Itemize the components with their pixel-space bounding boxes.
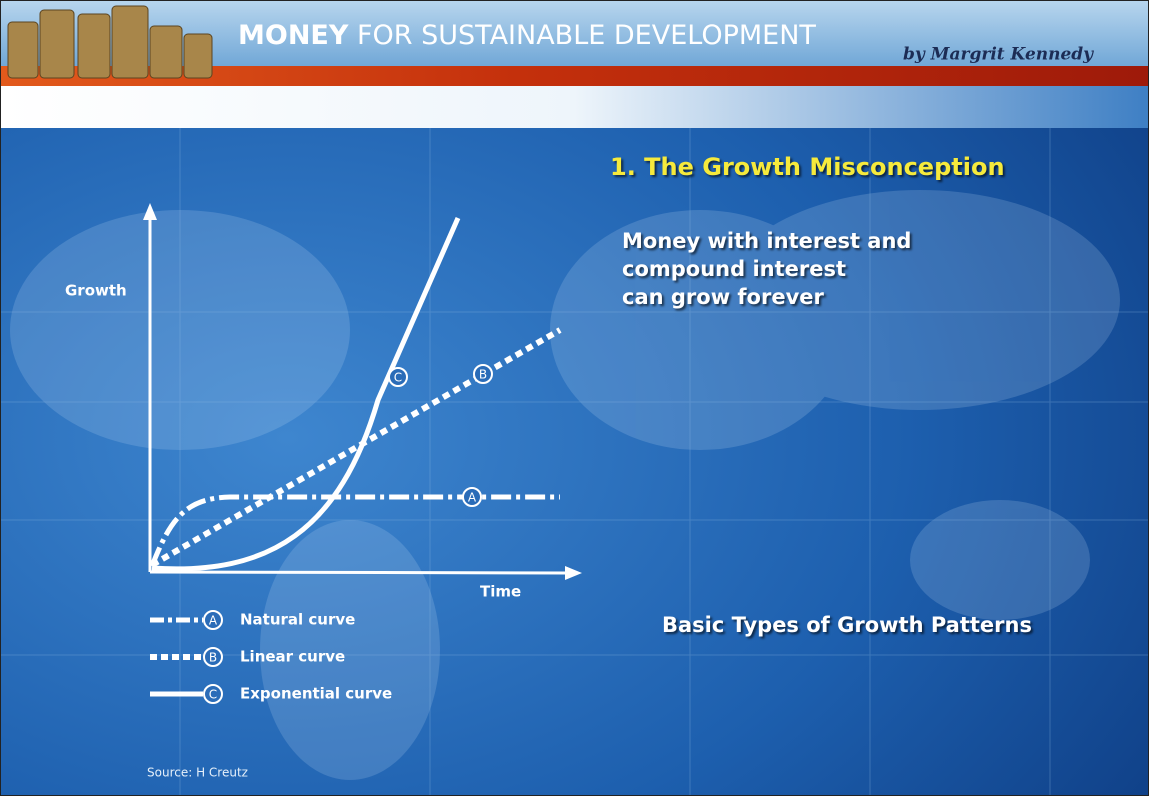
statement-line: can grow forever (622, 285, 825, 309)
byline: by Margrit Kennedy (903, 45, 1094, 65)
white-band (0, 86, 1149, 128)
marker-label: C (209, 688, 217, 702)
legend-label: Linear curve (240, 648, 345, 666)
marker-label: B (209, 651, 217, 665)
statement-line: compound interest (622, 257, 846, 281)
marker-label: A (209, 614, 218, 628)
y-axis-label: Growth (65, 282, 127, 300)
caption: Basic Types of Growth Patterns (662, 613, 1032, 637)
legend-label: Natural curve (240, 611, 355, 629)
header-title: MONEY FOR SUSTAINABLE DEVELOPMENT (238, 20, 816, 51)
marker-label: C (394, 371, 402, 385)
x-axis (150, 572, 568, 573)
statement-line: Money with interest and (622, 229, 911, 253)
marker-label: A (468, 491, 477, 505)
x-axis-label: Time (480, 583, 521, 601)
slide: MONEY FOR SUSTAINABLE DEVELOPMENT by Mar… (0, 0, 1149, 796)
legend-label: Exponential curve (240, 685, 392, 703)
source: Source: H Creutz (147, 766, 248, 780)
slide-title: 1. The Growth Misconception (610, 153, 1005, 181)
marker-label: B (479, 368, 487, 382)
